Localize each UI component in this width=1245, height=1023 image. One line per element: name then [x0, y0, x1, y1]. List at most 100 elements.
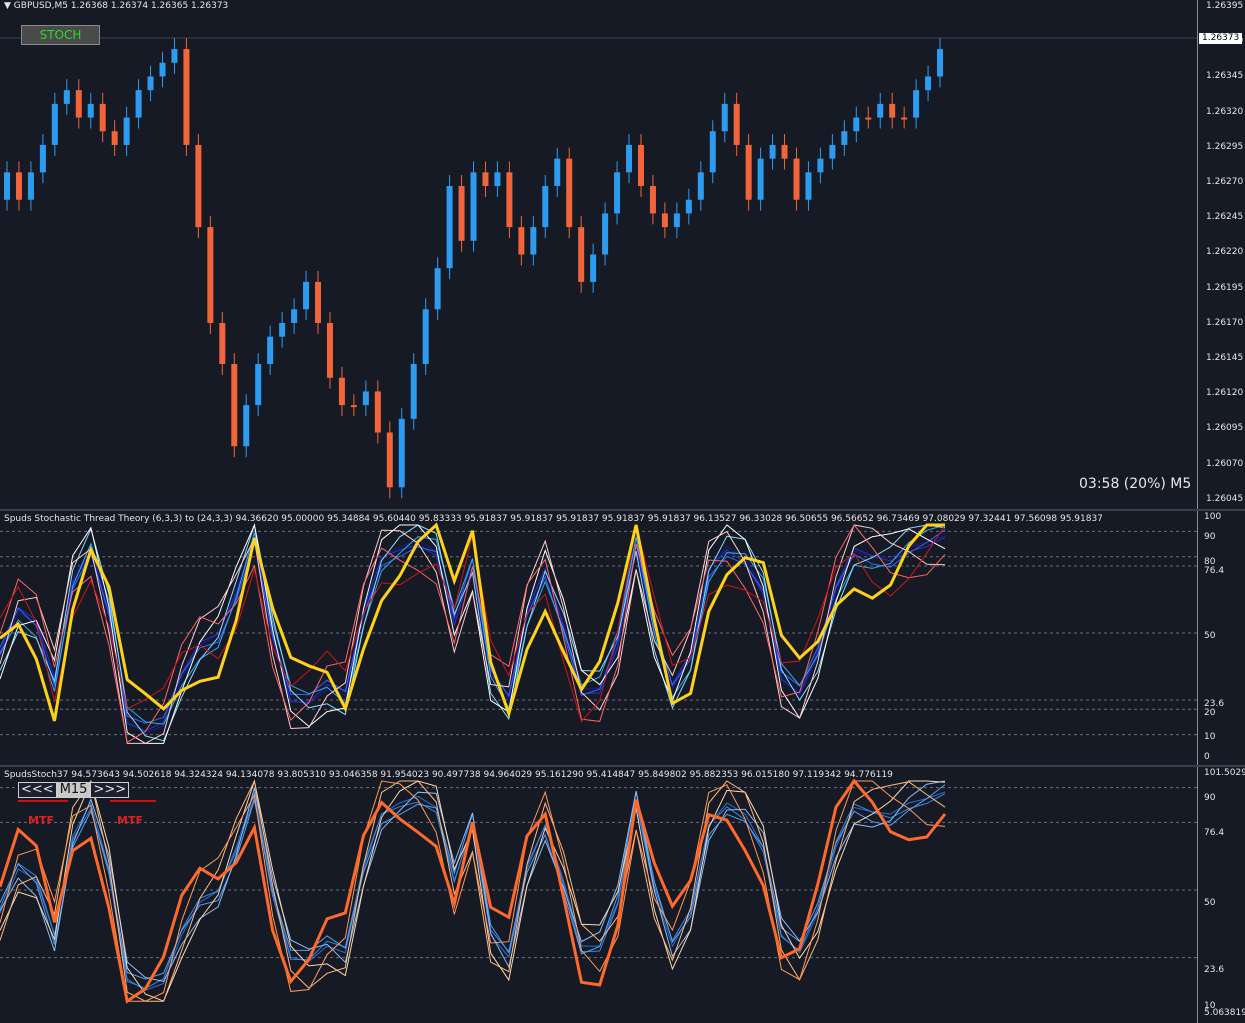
candle — [793, 147, 800, 211]
stoch-thread-title: Spuds Stochastic Thread Theory (6,3,3) t… — [4, 514, 1103, 524]
candle — [303, 270, 310, 321]
price-tick-label: 1.26070 — [1206, 458, 1244, 469]
candle — [805, 161, 812, 211]
stoch-button[interactable]: STOCH — [21, 25, 100, 45]
price-tick-label: 1.26270 — [1206, 177, 1244, 187]
stoch-thread-line — [0, 524, 946, 744]
candle — [255, 353, 262, 417]
candle — [398, 407, 405, 499]
candle — [159, 51, 166, 88]
mtf-label-left: MTF — [28, 814, 54, 827]
candle — [673, 202, 680, 239]
candle — [362, 380, 369, 417]
candle — [39, 133, 46, 184]
candle — [87, 92, 94, 129]
candle — [518, 216, 525, 266]
dropdown-triangle-icon[interactable]: ▼ — [4, 1, 11, 11]
candle — [853, 106, 860, 143]
candle — [554, 147, 561, 197]
mtf-label-right: MTF — [117, 814, 143, 827]
candlestick-plot[interactable] — [0, 0, 1197, 509]
main-chart-pane[interactable]: 1.263951.263701.263451.263201.262951.262… — [0, 0, 1245, 509]
candle — [386, 421, 393, 499]
candle — [267, 325, 274, 376]
next-timeframe-button[interactable]: >>> — [90, 782, 130, 798]
oscillator-level-label: 90 — [1204, 532, 1216, 542]
candle — [231, 353, 238, 458]
candle — [315, 270, 322, 334]
oscillator-level-label: 5.063819 — [1204, 1008, 1245, 1018]
price-tick-label: 1.26295 — [1206, 141, 1244, 152]
price-tick-label: 1.26045 — [1206, 493, 1244, 504]
mtf-underline-left — [18, 800, 68, 802]
price-tick-label: 1.26395 — [1206, 1, 1244, 11]
stoch-thread-line — [0, 780, 946, 1002]
stoch-thread-line — [0, 523, 946, 742]
mtf-navigator: <<< M15 >>> — [18, 782, 130, 798]
prev-timeframe-button[interactable]: <<< — [18, 782, 57, 798]
candle — [15, 161, 22, 211]
candle — [183, 38, 190, 156]
candle — [637, 133, 644, 197]
candle — [458, 175, 465, 252]
symbol-info-text: GBPUSD,M5 1.26368 1.26374 1.26365 1.2637… — [13, 1, 229, 11]
candle — [75, 79, 82, 129]
candle — [4, 161, 10, 211]
stoch-thread-line — [0, 524, 946, 725]
pane-separator[interactable] — [0, 765, 1245, 767]
stoch-thread-line — [0, 524, 946, 744]
candle — [781, 133, 788, 170]
candle — [697, 161, 704, 211]
oscillator-level-label: 101.50293 — [1204, 768, 1245, 778]
candle — [590, 243, 597, 293]
candle — [913, 79, 920, 129]
candle — [757, 147, 764, 211]
candle — [530, 216, 537, 266]
price-tick-label: 1.26220 — [1206, 247, 1244, 258]
candle — [422, 298, 429, 376]
candle — [338, 366, 345, 417]
candle — [279, 312, 286, 348]
stoch-thread-axis[interactable]: 100 90 80 76.4 50 23.6 20 10 0 — [1197, 511, 1245, 765]
candle — [171, 38, 178, 74]
current-price-label: 1.26373 — [1199, 33, 1243, 44]
candle — [470, 161, 477, 252]
candle — [685, 188, 692, 225]
spuds-stoch37-pane[interactable]: 101.50293 90 76.4 50 23.6 105.063819 SpudsSto… — [0, 767, 1245, 1023]
candle — [578, 216, 585, 293]
oscillator-level-label: 0 — [1204, 752, 1210, 762]
oscillator-level-label: 20 — [1204, 708, 1216, 718]
stoch-thread-line — [0, 779, 946, 1002]
stoch-thread-line — [0, 522, 945, 722]
price-tick-label: 1.26245 — [1206, 212, 1244, 223]
pane-separator[interactable] — [0, 509, 1245, 511]
candle — [865, 106, 872, 129]
candle — [123, 106, 130, 156]
price-axis[interactable]: 1.263951.263701.263451.263201.262951.262… — [1197, 0, 1245, 509]
candle — [626, 133, 633, 184]
stoch-thread-pane[interactable]: 100 90 80 76.4 50 23.6 20 10 0 Spuds Stochastic … — [0, 511, 1245, 765]
candle — [99, 92, 106, 143]
stoch-thread-plot[interactable] — [0, 511, 1197, 765]
oscillator-level-label: 76.4 — [1204, 566, 1225, 576]
price-tick-label: 1.26095 — [1206, 423, 1244, 434]
spuds-stoch37-title: SpudsStoch37 94.573643 94.502618 94.3243… — [4, 770, 893, 780]
spuds-stoch37-plot[interactable] — [0, 767, 1197, 1023]
price-tick-label: 1.26345 — [1206, 71, 1244, 82]
oscillator-level-label: 50 — [1204, 898, 1216, 908]
stoch-thread-line — [0, 523, 946, 744]
candle — [709, 120, 716, 184]
oscillator-level-label: 23.6 — [1204, 965, 1225, 975]
candle — [207, 216, 214, 334]
candle — [27, 161, 34, 211]
candle — [135, 79, 142, 129]
candle — [326, 312, 333, 389]
candle — [901, 106, 908, 129]
spuds-stoch37-axis[interactable]: 101.50293 90 76.4 50 23.6 105.063819 — [1197, 767, 1245, 1023]
candle — [434, 257, 441, 321]
candle — [829, 133, 836, 170]
candle — [51, 92, 58, 156]
oscillator-level-label: 50 — [1204, 631, 1216, 641]
candle — [111, 120, 118, 156]
price-tick-label: 1.26170 — [1206, 317, 1244, 328]
